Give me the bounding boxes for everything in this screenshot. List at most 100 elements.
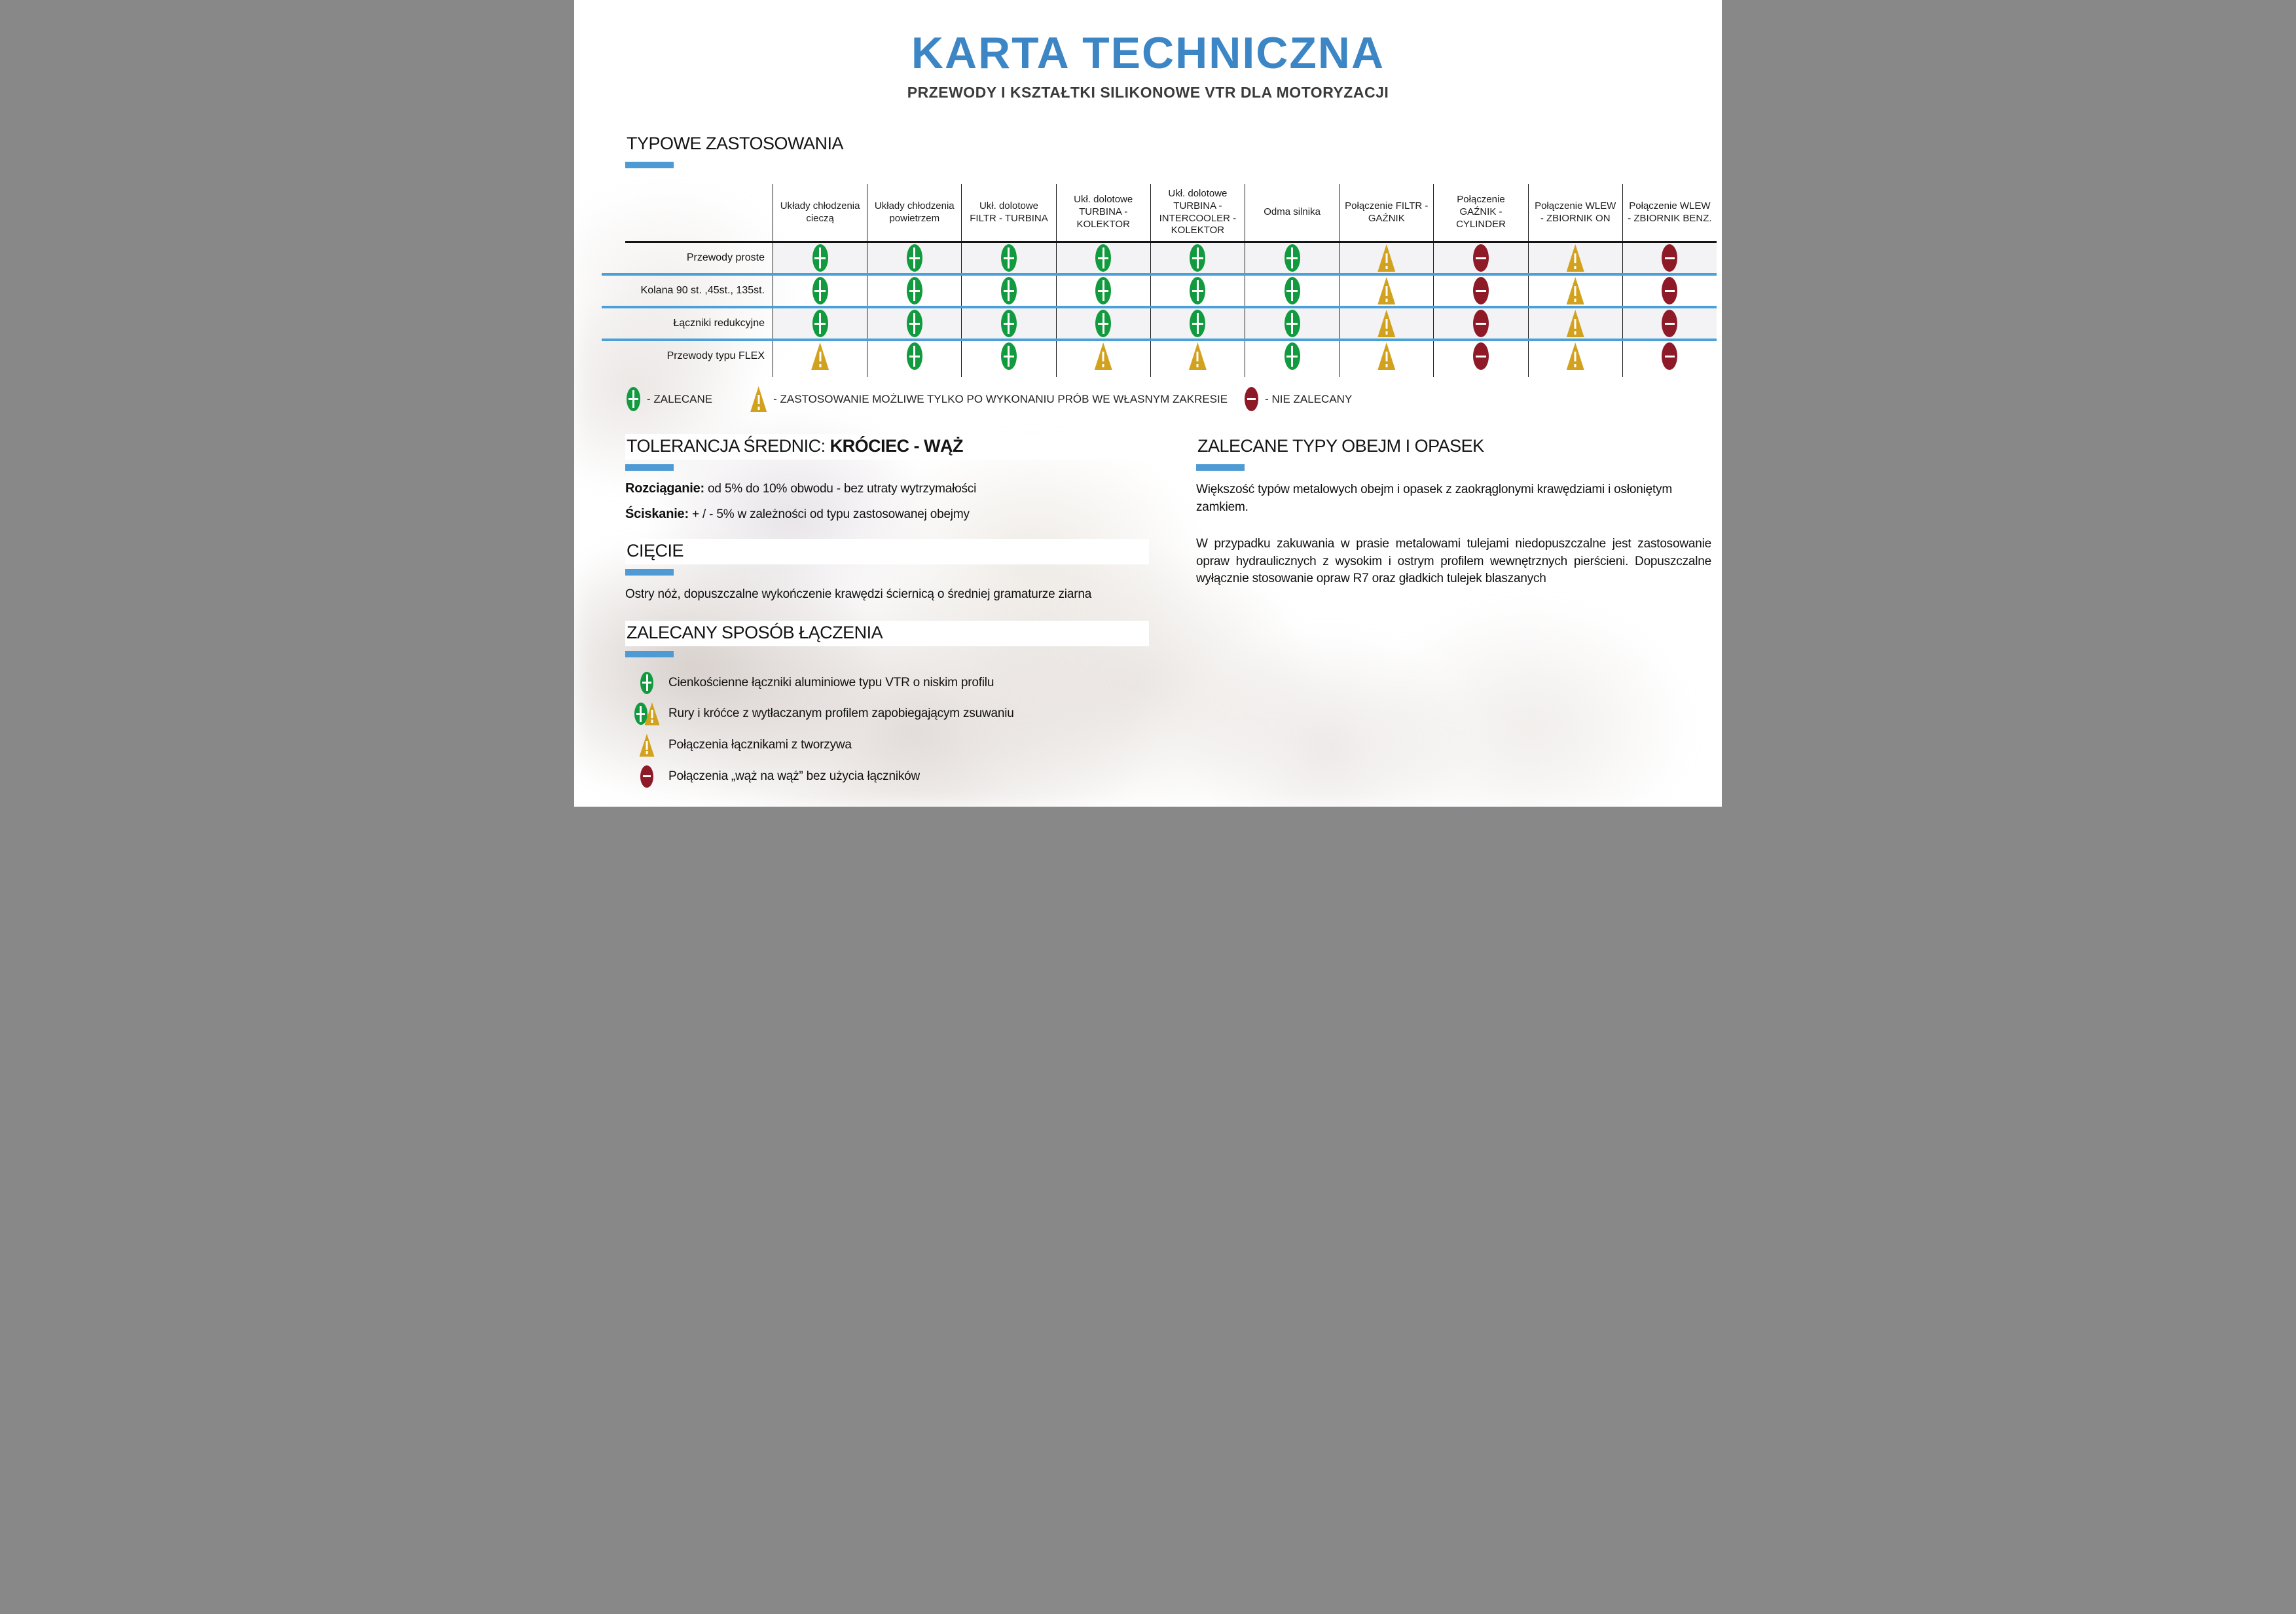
table-cell xyxy=(961,308,1056,339)
minus-icon xyxy=(1662,277,1678,304)
minus-icon xyxy=(1472,277,1489,304)
tolerance-heading-bold: KRÓCIEC - WĄŻ xyxy=(829,436,964,456)
legend-item: - ZASTOSOWANIE MOŻLIWE TYLKO PO WYKONANI… xyxy=(750,386,1228,412)
table-row: Kolana 90 st. ,45st., 135st. xyxy=(625,276,1717,306)
tail-cell xyxy=(1150,371,1245,377)
column-header: Odma silnika xyxy=(1244,184,1339,241)
joining-item-icons xyxy=(625,765,668,788)
minus-icon xyxy=(1662,342,1678,370)
table-cell xyxy=(1055,308,1150,339)
joining-item: Połączenia łącznikami z tworzywa xyxy=(625,733,1149,757)
heading-underline-bar xyxy=(625,464,674,471)
plus-icon xyxy=(906,310,922,337)
plus-icon xyxy=(627,387,640,411)
plus-icon xyxy=(1000,244,1017,272)
section-heading-clamps: ZALECANE TYPY OBEJM I OPASEK xyxy=(1196,434,1711,460)
section-heading-tolerance: TOLERANCJA ŚREDNIC: KRÓCIEC - WĄŻ xyxy=(625,434,1149,460)
tail-cell xyxy=(961,371,1055,377)
table-row: Przewody proste xyxy=(625,243,1717,273)
joining-item: Rury i króćce z wytłaczanym profilem zap… xyxy=(625,702,1149,725)
tail-cell xyxy=(1527,371,1622,377)
plus-icon xyxy=(1284,277,1300,304)
clamps-paragraph-1: Większość typów metalowych obejm i opase… xyxy=(1196,483,1672,514)
table-cell xyxy=(1622,341,1717,371)
warning-icon xyxy=(811,342,829,370)
table-cell xyxy=(1622,243,1717,273)
warning-icon xyxy=(639,733,655,757)
joining-item-icons xyxy=(625,733,668,757)
plus-icon xyxy=(1095,310,1112,337)
plus-icon xyxy=(1000,310,1017,337)
table-line-tail xyxy=(625,371,1717,377)
joining-list: Cienkościenne łączniki aluminiowe typu V… xyxy=(625,671,1149,788)
table-cell xyxy=(1527,276,1622,306)
column-header: Ukł. dolotowe TURBINA - KOLEKTOR xyxy=(1055,184,1150,241)
tolerance-line-stretch: Rozciąganie: od 5% do 10% obwodu - bez u… xyxy=(625,481,1149,496)
table-cell xyxy=(867,276,961,306)
plus-icon xyxy=(906,277,922,304)
table-cell xyxy=(1622,276,1717,306)
table-cell xyxy=(961,341,1055,371)
joining-item-text: Rury i króćce z wytłaczanym profilem zap… xyxy=(668,706,1014,721)
table-cell xyxy=(773,276,867,306)
column-header: Ukł. dolotowe TURBINA - INTERCOOLER - KO… xyxy=(1150,184,1245,241)
tolerance-text: + / - 5% w zależności od typu zastosowan… xyxy=(688,507,970,521)
column-header: Układy chłodzenia cieczą xyxy=(773,184,867,241)
plus-icon xyxy=(906,244,922,272)
legend-text: - ZASTOSOWANIE MOŻLIWE TYLKO PO WYKONANI… xyxy=(773,392,1228,405)
minus-icon xyxy=(640,765,653,788)
table-cell xyxy=(1339,276,1433,306)
table-cell xyxy=(1433,243,1528,273)
legend-text: - ZALECANE xyxy=(647,392,713,405)
minus-icon xyxy=(1472,310,1489,337)
plus-icon xyxy=(1190,310,1206,337)
clamps-paragraph-2: W przypadku zakuwania w prasie metalowam… xyxy=(1196,537,1711,586)
table-cell xyxy=(773,308,867,339)
tail-cell xyxy=(1433,371,1527,377)
table-cell xyxy=(1244,308,1339,339)
plus-icon xyxy=(812,244,828,272)
minus-icon xyxy=(1472,342,1489,370)
tail-cell xyxy=(773,371,867,377)
section-typowe-zastosowania: TYPOWE ZASTOSOWANIA Układy chłodzenia ci… xyxy=(602,132,1717,412)
table-cell xyxy=(1622,308,1717,339)
section-heading-applications: TYPOWE ZASTOSOWANIA xyxy=(625,132,849,157)
table-cell xyxy=(1433,341,1527,371)
heading-underline-bar xyxy=(1196,464,1245,471)
minus-icon xyxy=(1472,244,1489,272)
plus-icon xyxy=(1284,244,1300,272)
warning-icon xyxy=(1566,244,1584,272)
table-cell xyxy=(1150,276,1245,306)
warning-icon xyxy=(750,386,767,412)
tolerance-lead: Rozciąganie: xyxy=(625,481,704,496)
joining-item: Połączenia „wąż na wąż” bez użycia łączn… xyxy=(625,765,1149,788)
warning-icon xyxy=(1377,244,1396,272)
table-cell xyxy=(1244,341,1339,371)
table-cell xyxy=(867,243,962,273)
tail-cell xyxy=(1244,371,1339,377)
table-cell xyxy=(1150,308,1245,339)
heading-underline-bar xyxy=(625,650,674,657)
left-column: TOLERANCJA ŚREDNIC: KRÓCIEC - WĄŻ Rozcią… xyxy=(625,434,1149,788)
tail-cell xyxy=(1055,371,1150,377)
tolerance-heading-normal: TOLERANCJA ŚREDNIC: xyxy=(627,436,830,456)
table-cell xyxy=(1244,276,1339,306)
joining-item-text: Połączenia „wąż na wąż” bez użycia łączn… xyxy=(668,769,920,783)
tolerance-lead: Ściskanie: xyxy=(625,507,689,521)
warning-icon xyxy=(1566,310,1584,337)
column-header: Ukł. dolotowe FILTR - TURBINA xyxy=(961,184,1055,241)
plus-icon xyxy=(1000,342,1017,370)
page-subtitle: PRZEWODY I KSZTAŁTKI SILIKONOWE VTR DLA … xyxy=(907,84,1389,101)
table-cell xyxy=(867,341,961,371)
column-header: Połączenie GAŹNIK - CYLINDER xyxy=(1433,184,1527,241)
empty-corner-cell xyxy=(625,184,773,241)
plus-icon xyxy=(812,277,828,304)
joining-item-text: Cienkościenne łączniki aluminiowe typu V… xyxy=(668,675,994,689)
joining-item-icons xyxy=(625,702,668,725)
column-header: Układy chłodzenia powietrzem xyxy=(867,184,961,241)
column-header: Połączenie WLEW - ZBIORNIK BENZ. xyxy=(1622,184,1717,241)
plus-icon xyxy=(640,671,653,694)
minus-icon xyxy=(1245,387,1259,411)
section-heading-joining: ZALECANY SPOSÓB ŁĄCZENIA xyxy=(625,620,1149,646)
section-zalecane-typy-obejm: ZALECANE TYPY OBEJM I OPASEK Większość t… xyxy=(1196,434,1711,588)
